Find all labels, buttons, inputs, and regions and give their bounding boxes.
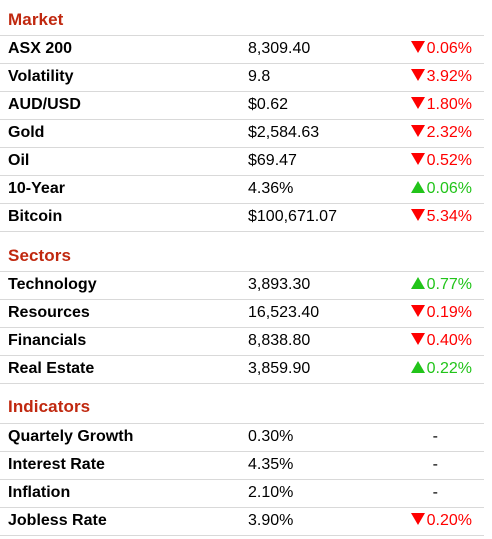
row-value: 8,309.40	[248, 40, 311, 57]
down-arrow-icon	[410, 513, 425, 525]
row-value: 3.90%	[248, 512, 294, 529]
market-table: ASX 200 8,309.40 0.06% Volatility 9.8 3.…	[0, 35, 484, 232]
row-change: -	[433, 456, 438, 474]
row-name: AUD/USD	[8, 96, 81, 113]
row-change: 0.77%	[410, 276, 472, 294]
row-change: 0.22%	[410, 360, 472, 378]
row-change: 0.20%	[410, 512, 472, 530]
row-change: 0.06%	[410, 180, 472, 198]
row-name: Resources	[8, 304, 90, 321]
row-name: Technology	[8, 276, 97, 293]
table-row: 10-Year 4.36% 0.06%	[0, 176, 484, 204]
change-text: 0.22%	[426, 360, 472, 377]
row-value: $69.47	[248, 152, 297, 169]
row-name: Gold	[8, 124, 45, 141]
table-row: Interest Rate 4.35% -	[0, 452, 484, 480]
row-name: Volatility	[8, 68, 74, 85]
row-name: Bitcoin	[8, 208, 63, 225]
table-row: Technology 3,893.30 0.77%	[0, 272, 484, 300]
table-row: Quartely Growth 0.30% -	[0, 424, 484, 452]
down-arrow-icon	[410, 97, 425, 109]
row-value: 4.36%	[248, 180, 294, 197]
change-text: 0.06%	[426, 180, 472, 197]
row-value: $100,671.07	[248, 208, 337, 225]
change-text: 0.06%	[426, 40, 472, 57]
row-value: 3,893.30	[248, 276, 311, 293]
up-arrow-icon	[410, 181, 425, 193]
up-arrow-icon	[410, 277, 425, 289]
row-name: Interest Rate	[8, 456, 105, 473]
table-row: Bitcoin $100,671.07 5.34%	[0, 204, 484, 232]
table-row: AUD/USD $0.62 1.80%	[0, 92, 484, 120]
change-text: 0.20%	[426, 512, 472, 529]
table-row: Volatility 9.8 3.92%	[0, 64, 484, 92]
row-value: 0.30%	[248, 428, 294, 445]
row-value: $2,584.63	[248, 124, 320, 141]
row-change: 0.52%	[410, 152, 472, 170]
section-title-market: Market	[8, 10, 64, 29]
row-value: 2.10%	[248, 484, 294, 501]
down-arrow-icon	[410, 333, 425, 345]
table-row: Resources 16,523.40 0.19%	[0, 300, 484, 328]
section-title-sectors: Sectors	[8, 246, 72, 265]
down-arrow-icon	[410, 125, 425, 137]
indicators-table: Quartely Growth 0.30% - Interest Rate 4.…	[0, 423, 484, 536]
up-arrow-icon	[410, 361, 425, 373]
table-row: Real Estate 3,859.90 0.22%	[0, 356, 484, 384]
row-change: 1.80%	[410, 96, 472, 114]
row-change: 5.34%	[410, 208, 472, 226]
change-text: -	[432, 456, 438, 473]
row-name: Financials	[8, 332, 87, 349]
change-text: 0.19%	[426, 304, 472, 321]
sectors-table: Technology 3,893.30 0.77% Resources 16,5…	[0, 271, 484, 384]
section-title-indicators: Indicators	[8, 397, 91, 416]
row-name: Real Estate	[8, 360, 95, 377]
row-change: 2.32%	[410, 124, 472, 142]
row-value: 4.35%	[248, 456, 294, 473]
row-name: Quartely Growth	[8, 428, 134, 445]
row-change: 0.19%	[410, 304, 472, 322]
down-arrow-icon	[410, 153, 425, 165]
change-text: 0.40%	[426, 332, 472, 349]
down-arrow-icon	[410, 305, 425, 317]
change-text: 1.80%	[426, 96, 472, 113]
row-change: 0.40%	[410, 332, 472, 350]
down-arrow-icon	[410, 41, 425, 53]
change-text: 3.92%	[426, 68, 472, 85]
down-arrow-icon	[410, 69, 425, 81]
table-row: Inflation 2.10% -	[0, 480, 484, 508]
change-text: 0.52%	[426, 152, 472, 169]
table-row: Financials 8,838.80 0.40%	[0, 328, 484, 356]
row-name: ASX 200	[8, 40, 73, 57]
row-change: 0.06%	[410, 40, 472, 58]
table-row: ASX 200 8,309.40 0.06%	[0, 36, 484, 64]
change-text: 5.34%	[426, 208, 472, 225]
table-row: Jobless Rate 3.90% 0.20%	[0, 508, 484, 536]
change-text: 2.32%	[426, 124, 472, 141]
change-text: -	[432, 484, 438, 501]
row-change: -	[433, 484, 438, 502]
row-value: $0.62	[248, 96, 289, 113]
row-value: 9.8	[248, 68, 271, 85]
table-row: Gold $2,584.63 2.32%	[0, 120, 484, 148]
row-value: 3,859.90	[248, 360, 311, 377]
row-name: Oil	[8, 152, 30, 169]
down-arrow-icon	[410, 209, 425, 221]
change-text: -	[432, 428, 438, 445]
change-text: 0.77%	[426, 276, 472, 293]
row-change: 3.92%	[410, 68, 472, 86]
row-name: 10-Year	[8, 180, 65, 197]
row-name: Jobless Rate	[8, 512, 107, 529]
row-value: 8,838.80	[248, 332, 311, 349]
row-change: -	[433, 428, 438, 446]
table-row: Oil $69.47 0.52%	[0, 148, 484, 176]
row-value: 16,523.40	[248, 304, 320, 321]
row-name: Inflation	[8, 484, 71, 501]
